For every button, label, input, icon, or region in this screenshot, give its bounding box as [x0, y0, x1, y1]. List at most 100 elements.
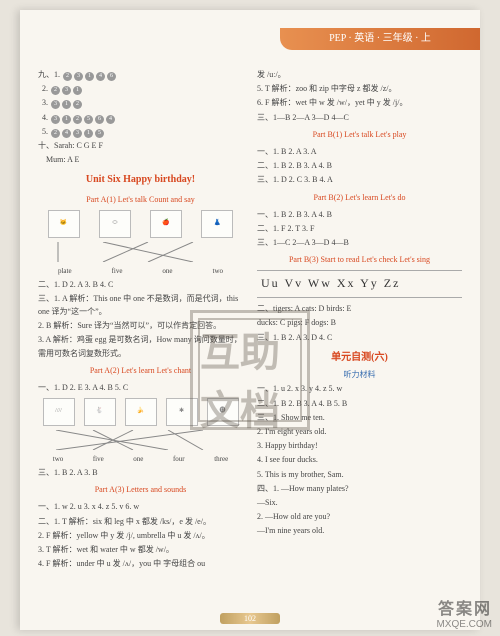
circled-num: 3	[74, 72, 83, 81]
circled-num: 1	[73, 86, 82, 95]
circled-num: 2	[73, 100, 82, 109]
a3-line: 4. F 解析：under 中 u 发 /ʌ/，you 中 字母组合 ou	[38, 557, 243, 570]
nine-row-4: 4. 312564	[38, 111, 243, 124]
unit-test-title: 单元自测(六)	[257, 350, 462, 367]
picture-row-1: 🐱 ⬭ 🍎 👗	[38, 210, 243, 238]
corner-watermark: 答案网 MXQE.COM	[436, 595, 492, 630]
match-lines-1	[38, 242, 243, 262]
b1-line: 二、1. B 2. B 3. A 4. B	[257, 159, 462, 172]
handwriting-row: Uu Vv Ww Xx Yy Zz	[257, 270, 462, 298]
a3-line: 2. F 解析：yellow 中 y 发 /j/, umbrella 中 u 发…	[38, 529, 243, 542]
b3-line: ducks: C pigs: F dogs: B	[257, 316, 462, 329]
circled-num: 1	[62, 100, 71, 109]
right-column: 发 /uː/。 5. T 解析：zoo 和 zip 中字母 z 都发 /z/。 …	[257, 68, 462, 571]
pic-box: 🍌	[125, 398, 157, 426]
b3-line: 二、tigers: A cats: D birds: E	[257, 302, 462, 315]
row-prefix: 3.	[42, 98, 48, 107]
part-b3-label: Part B(3) Start to read Let's check Let'…	[257, 253, 462, 266]
b2-line: 三、1—C 2—A 3—D 4—B	[257, 236, 462, 249]
pic-label: plate	[58, 266, 72, 278]
r-line: 6. F 解析：wet 中 w 发 /w/，yet 中 y 发 /j/。	[257, 96, 462, 109]
header-banner: PEP · 英语 · 三年级 · 上	[280, 28, 480, 50]
b1-line: 一、1. B 2. A 3. A	[257, 145, 462, 158]
pic-box: 🍎	[150, 210, 182, 238]
t-line: 5. This is my brother, Sam.	[257, 468, 462, 481]
ten-text: Mum: A E	[46, 155, 79, 164]
t-line: 2. I'm eight years old.	[257, 425, 462, 438]
part-a2-label: Part A(2) Let's learn Let's chant	[38, 364, 243, 377]
pic-box: ✱	[166, 398, 198, 426]
pic-box: ////	[43, 398, 75, 426]
pic-label: two	[53, 454, 64, 466]
circled-num: 5	[95, 129, 104, 138]
nine-row-5: 5. 24315	[38, 125, 243, 138]
part-a3-label: Part A(3) Letters and sounds	[38, 483, 243, 496]
pic-label: five	[93, 454, 104, 466]
pic-label: four	[173, 454, 185, 466]
nine-row-2: 2. 231	[38, 82, 243, 95]
a1-line: 2. B 解析：Sure 译为“当然可以”，可以作肯定回答。	[38, 319, 243, 332]
circled-num: 3	[73, 129, 82, 138]
pic-box: ⬭	[99, 210, 131, 238]
a2-line: 三、1. B 2. A 3. B	[38, 466, 243, 479]
t-line: —I'm nine years old.	[257, 524, 462, 537]
circled-num: 3	[62, 86, 71, 95]
circled-num: 5	[84, 115, 93, 124]
part-b1-label: Part B(1) Let's talk Let's play	[257, 128, 462, 141]
circled-num: 1	[62, 115, 71, 124]
t-line: —Six.	[257, 496, 462, 509]
pic-label: one	[162, 266, 172, 278]
ten-line-1: 十、Sarah: C G E F	[38, 139, 243, 152]
left-column: 九、1. 23146 2. 231 3. 312 4. 312564 5. 24…	[38, 68, 243, 571]
match-lines-2	[38, 430, 243, 450]
circled-num: 2	[51, 86, 60, 95]
a1-line: 3. A 解析：鸡蛋 egg 是可数名词，How many 询问数量时，需用可数…	[38, 333, 243, 359]
circled-num: 6	[107, 72, 116, 81]
a3-line: 二、1. T 解析：six 和 leg 中 x 都发 /ks/，e 发 /e/。	[38, 515, 243, 528]
a1-line: 三、1. A 解析：This one 中 one 不是数词，而是代词，this …	[38, 292, 243, 318]
b1-line: 三、1. D 2. C 3. B 4. A	[257, 173, 462, 186]
b2-line: 一、1. B 2. B 3. A 4. B	[257, 208, 462, 221]
pic-label: three	[214, 454, 228, 466]
circled-num: 2	[51, 129, 60, 138]
a3-line: 3. T 解析：wet 和 water 中 w 都发 /w/。	[38, 543, 243, 556]
ten-prefix: 十、	[38, 141, 54, 150]
pic-box: 👗	[201, 210, 233, 238]
t-line: 2. —How old are you?	[257, 510, 462, 523]
corner-watermark-big: 答案网	[438, 595, 492, 619]
unit-title: Unit Six Happy birthday!	[38, 172, 243, 189]
ten-text: Sarah: C G E F	[54, 141, 103, 150]
page-number: 102	[220, 613, 280, 624]
t-line: 4. I see four ducks.	[257, 453, 462, 466]
columns: 九、1. 23146 2. 231 3. 312 4. 312564 5. 24…	[38, 68, 462, 571]
circled-num: 4	[106, 115, 115, 124]
t-line: 3. Happy birthday!	[257, 439, 462, 452]
t-line: 二、1. B 2. B 3. A 4. B 5. B	[257, 397, 462, 410]
pic-label: five	[112, 266, 123, 278]
label-row-2: two five one four three	[38, 454, 243, 466]
nine-prefix: 九、1.	[38, 70, 60, 79]
a2-line: 一、1. D 2. E 3. A 4. B 5. C	[38, 381, 243, 394]
row-prefix: 5.	[42, 127, 48, 136]
circled-num: 4	[96, 72, 105, 81]
pic-box: 🐇	[84, 398, 116, 426]
corner-watermark-small: MXQE.COM	[436, 619, 492, 630]
circled-num: 4	[62, 129, 71, 138]
r-line: 发 /uː/。	[257, 68, 462, 81]
t-line: 四、1. —How many plates?	[257, 482, 462, 495]
label-row-1: plate five one two	[38, 266, 243, 278]
pic-label: one	[133, 454, 143, 466]
pic-label: two	[213, 266, 224, 278]
part-a1-label: Part A(1) Let's talk Count and say	[38, 193, 243, 206]
t-line: 一、1. u 2. x 3. y 4. z 5. w	[257, 382, 462, 395]
part-b2-label: Part B(2) Let's learn Let's do	[257, 191, 462, 204]
nine-row-1: 九、1. 23146	[38, 68, 243, 81]
picture-row-2: //// 🐇 🍌 ✱ ⓬	[38, 398, 243, 426]
nine-row-3: 3. 312	[38, 96, 243, 109]
pic-box: ⓬	[207, 398, 239, 426]
circled-num: 2	[63, 72, 72, 81]
b3-line: 三、1. B 2. A 3. D 4. C	[257, 331, 462, 344]
circled-num: 6	[95, 115, 104, 124]
circled-num: 3	[51, 115, 60, 124]
circled-num: 1	[85, 72, 94, 81]
